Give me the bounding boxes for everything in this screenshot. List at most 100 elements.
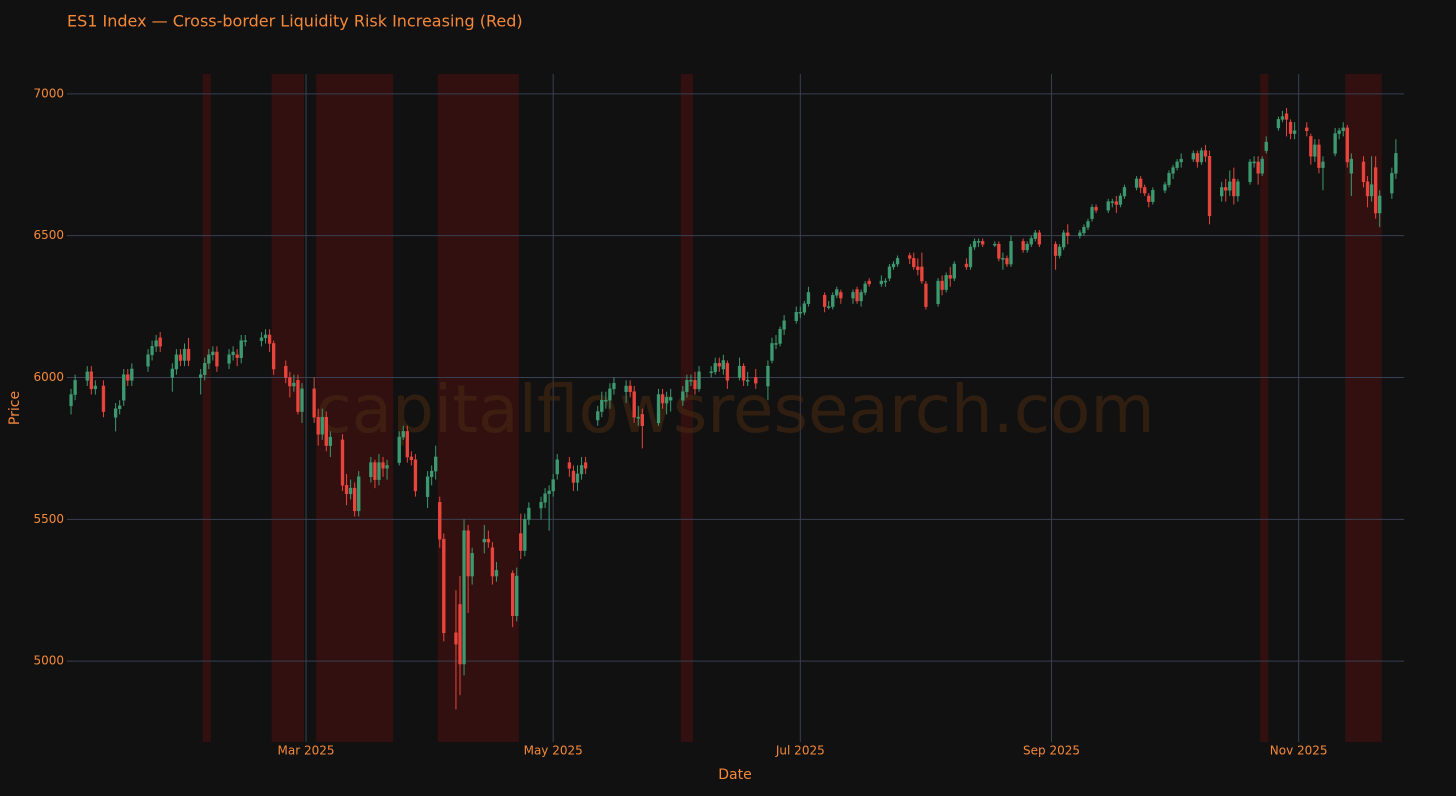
candle-body (936, 280, 940, 305)
candle-body (664, 397, 669, 404)
candle-body (721, 360, 726, 370)
candle-body (122, 374, 126, 401)
candle-body (879, 280, 884, 285)
candle-body (429, 470, 434, 478)
candle-body (612, 382, 616, 390)
candle-body (924, 283, 928, 307)
candle-body (1264, 141, 1268, 151)
candle-body (1037, 232, 1042, 245)
candle-body (1349, 158, 1353, 174)
candle-body (543, 493, 547, 503)
candle-body (235, 354, 239, 358)
risk-region (202, 74, 211, 742)
candle-body (778, 329, 782, 344)
x-tick-label: May 2025 (524, 744, 583, 758)
y-tick-label: 5500 (33, 512, 64, 526)
candle-body (600, 399, 604, 412)
candle-body (113, 408, 118, 418)
candle-body (608, 388, 612, 401)
candle-body (215, 351, 219, 367)
candle-body (1062, 232, 1066, 248)
candle-body (296, 380, 300, 412)
candle-body (227, 354, 231, 364)
risk-region (437, 74, 519, 742)
candle-body (770, 343, 774, 361)
candle-body (794, 312, 798, 322)
candle-body (1078, 232, 1082, 236)
candle-body (385, 465, 389, 469)
candle-body (267, 334, 272, 344)
candle-body (373, 462, 377, 480)
candle-body (624, 385, 628, 392)
candle-body (1106, 201, 1110, 211)
axes: 5000 5500 6000 6500 7000 Mar 2025 May 2025 Jul … (33, 86, 1327, 757)
candle-body (126, 374, 130, 381)
candle-body (1373, 167, 1378, 214)
candle-body (438, 502, 442, 540)
candle-body (1066, 232, 1070, 236)
candle-body (689, 380, 693, 382)
candle-body (1345, 127, 1349, 163)
candle-body (1021, 241, 1025, 251)
candle-body (547, 490, 551, 495)
candle-body (1280, 116, 1285, 120)
candle-body (1236, 181, 1240, 197)
candle-body (725, 363, 730, 381)
candle-body (859, 292, 863, 302)
candle-body (300, 388, 304, 412)
candle-body (490, 547, 495, 577)
candle-body (839, 292, 843, 299)
candle-body (458, 604, 462, 665)
y-axis-title: Price (7, 391, 23, 425)
candle-body (519, 533, 523, 551)
candle-body (980, 241, 985, 245)
candle-body (1260, 158, 1264, 174)
candle-body (288, 377, 292, 387)
candle-body (434, 456, 438, 472)
candle-body (263, 334, 268, 339)
candle-body (697, 371, 701, 390)
candle-body (802, 303, 807, 313)
x-tick-label: Jul 2025 (775, 744, 825, 758)
candle-body (515, 575, 519, 617)
candle-body (1147, 195, 1151, 202)
candle-body (442, 538, 446, 634)
risk-region (680, 74, 693, 742)
candle-body (1138, 178, 1143, 188)
candle-body (1292, 130, 1297, 134)
candle-body (940, 280, 944, 290)
candle-body (1114, 201, 1119, 205)
candle-body (462, 530, 466, 665)
candle-body (328, 436, 333, 446)
candle-body (972, 241, 977, 248)
candle-body (766, 365, 770, 387)
candle-body (1394, 153, 1398, 174)
candle-body (976, 241, 981, 243)
candle-body (284, 365, 288, 378)
candle-body (827, 306, 831, 308)
candle-body (199, 374, 203, 378)
candle-body (454, 632, 458, 645)
candle-body (1284, 113, 1289, 120)
candle-body (470, 553, 474, 577)
candle-body (409, 456, 414, 461)
candle-body (340, 439, 345, 486)
candle-body (316, 416, 320, 435)
candle-body (178, 354, 183, 361)
candle-body (1220, 187, 1224, 197)
candle-body (510, 572, 515, 617)
candle-body (174, 354, 179, 370)
candle-body (948, 275, 952, 279)
candle-body (1228, 181, 1232, 191)
candle-body (863, 283, 867, 293)
candle-body (681, 391, 685, 401)
candle-body (883, 280, 888, 283)
candle-body (1309, 136, 1313, 157)
candle-body (822, 294, 827, 307)
candle-body (243, 340, 247, 342)
candle-body (1248, 161, 1252, 183)
candle-body (377, 462, 381, 480)
candle-body (523, 519, 527, 551)
